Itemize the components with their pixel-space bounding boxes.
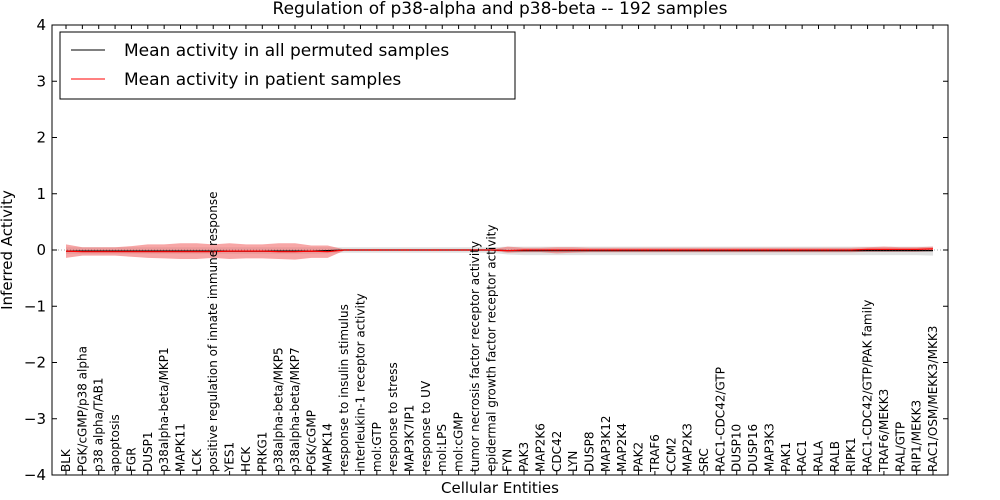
x-tick-label: DUSP1 (141, 431, 155, 472)
x-tick-label: PGK/cGMP (304, 410, 318, 472)
x-axis: BLK PGK/cGMP/p38 alpha p38 alpha/TAB1 apopt… (59, 25, 940, 475)
x-tick-label: CDC42 (550, 431, 564, 472)
y-tick-label: 4 (36, 16, 46, 34)
x-tick-label: PGK/cGMP/p38 alpha (75, 346, 89, 472)
x-tick-label: interleukin-1 receptor activity (354, 293, 368, 472)
x-tick-label: RAC1-CDC42/GTP (713, 367, 727, 472)
x-tick-label: TRAF6/MEKK3 (877, 389, 891, 473)
x-tick-label: TRAF6 (648, 434, 662, 473)
y-tick-label: −1 (24, 297, 46, 315)
x-tick-label: tumor necrosis factor receptor activity (468, 241, 482, 472)
x-tick-label: RAC1/OSM/MEKK3/MKK3 (926, 326, 940, 472)
x-tick-label: response to stress (386, 362, 400, 472)
x-tick-label: RALA (812, 440, 826, 472)
x-axis-label: Cellular Entities (441, 479, 559, 497)
x-tick-label: DUSP8 (583, 431, 597, 472)
y-tick-label: 2 (36, 129, 46, 147)
x-tick-label: MAP3K7IP1 (403, 405, 417, 472)
x-tick-label: apoptosis (108, 414, 122, 472)
x-tick-label: RAC1-CDC42/GTP/PAK family (861, 300, 875, 472)
x-tick-label: FGR (124, 447, 138, 472)
x-tick-label: SRC (697, 448, 711, 472)
x-tick-label: mol:GTP (370, 422, 384, 472)
x-tick-label: RAC1 (795, 440, 809, 472)
x-tick-label: BLK (59, 448, 73, 472)
x-tick-label: RALB (828, 441, 842, 472)
x-tick-label: YES1 (223, 442, 237, 473)
x-tick-label: LCK (190, 448, 204, 472)
x-tick-label: PRKG1 (255, 432, 269, 472)
x-tick-label: positive regulation of innate immune res… (206, 192, 220, 472)
x-tick-label: PAK1 (779, 442, 793, 472)
x-tick-label: PAK2 (632, 442, 646, 472)
x-tick-label: MAPK14 (321, 423, 335, 472)
x-tick-label: mol:LPS (435, 424, 449, 472)
x-tick-label: MAP3K3 (762, 423, 776, 472)
y-tick-label: −2 (24, 354, 46, 372)
x-tick-label: PAK3 (517, 442, 531, 472)
x-tick-label: RIPK1 (844, 437, 858, 472)
x-tick-label: MAP2K3 (681, 423, 695, 472)
x-tick-label: MAP3K12 (599, 415, 613, 472)
x-tick-label: epidermal growth factor receptor activit… (484, 225, 498, 472)
x-tick-label: p38 alpha/TAB1 (92, 378, 106, 472)
x-tick-label: MAPK11 (174, 423, 188, 472)
confidence-bands (66, 243, 933, 260)
x-tick-label: RIP1/MEKK3 (910, 400, 924, 472)
x-tick-label: mol:cGMP (452, 412, 466, 472)
legend: Mean activity in all permuted samples Me… (59, 31, 516, 100)
y-tick-label: 3 (36, 72, 46, 90)
legend-label-patient: Mean activity in patient samples (124, 70, 401, 90)
y-tick-label: −3 (24, 410, 46, 428)
x-tick-label: response to UV (419, 380, 433, 472)
x-tick-label: p38alpha-beta/MKP5 (272, 347, 286, 472)
x-tick-label: FYN (501, 449, 515, 472)
y-axis-label: Inferred Activity (0, 190, 16, 310)
y-axis: −4 −3 −2 −1 0 1 2 3 4 (24, 16, 948, 484)
x-tick-label: p38alpha-beta/MKP7 (288, 347, 302, 472)
x-tick-label: LYN (566, 451, 580, 472)
x-tick-label: HCK (239, 446, 253, 472)
band-patient (66, 243, 933, 260)
series-lines (52, 248, 948, 253)
legend-label-permuted: Mean activity in all permuted samples (124, 41, 449, 61)
chart-title: Regulation of p38-alpha and p38-beta -- … (273, 0, 728, 19)
x-tick-label: CCM2 (664, 437, 678, 472)
x-tick-label: response to insulin stimulus (337, 304, 351, 472)
x-tick-label: p38alpha-beta/MKP1 (157, 347, 171, 472)
y-tick-label: −4 (24, 466, 46, 484)
y-tick-label: 0 (36, 241, 46, 259)
x-tick-label: MAP2K6 (533, 423, 547, 472)
x-tick-label: MAP2K4 (615, 423, 629, 472)
x-tick-label: DUSP10 (730, 424, 744, 472)
x-tick-label: DUSP16 (746, 424, 760, 472)
y-tick-label: 1 (36, 185, 46, 203)
legend-box (59, 31, 516, 100)
x-tick-label: RAL/GTP (893, 422, 907, 472)
